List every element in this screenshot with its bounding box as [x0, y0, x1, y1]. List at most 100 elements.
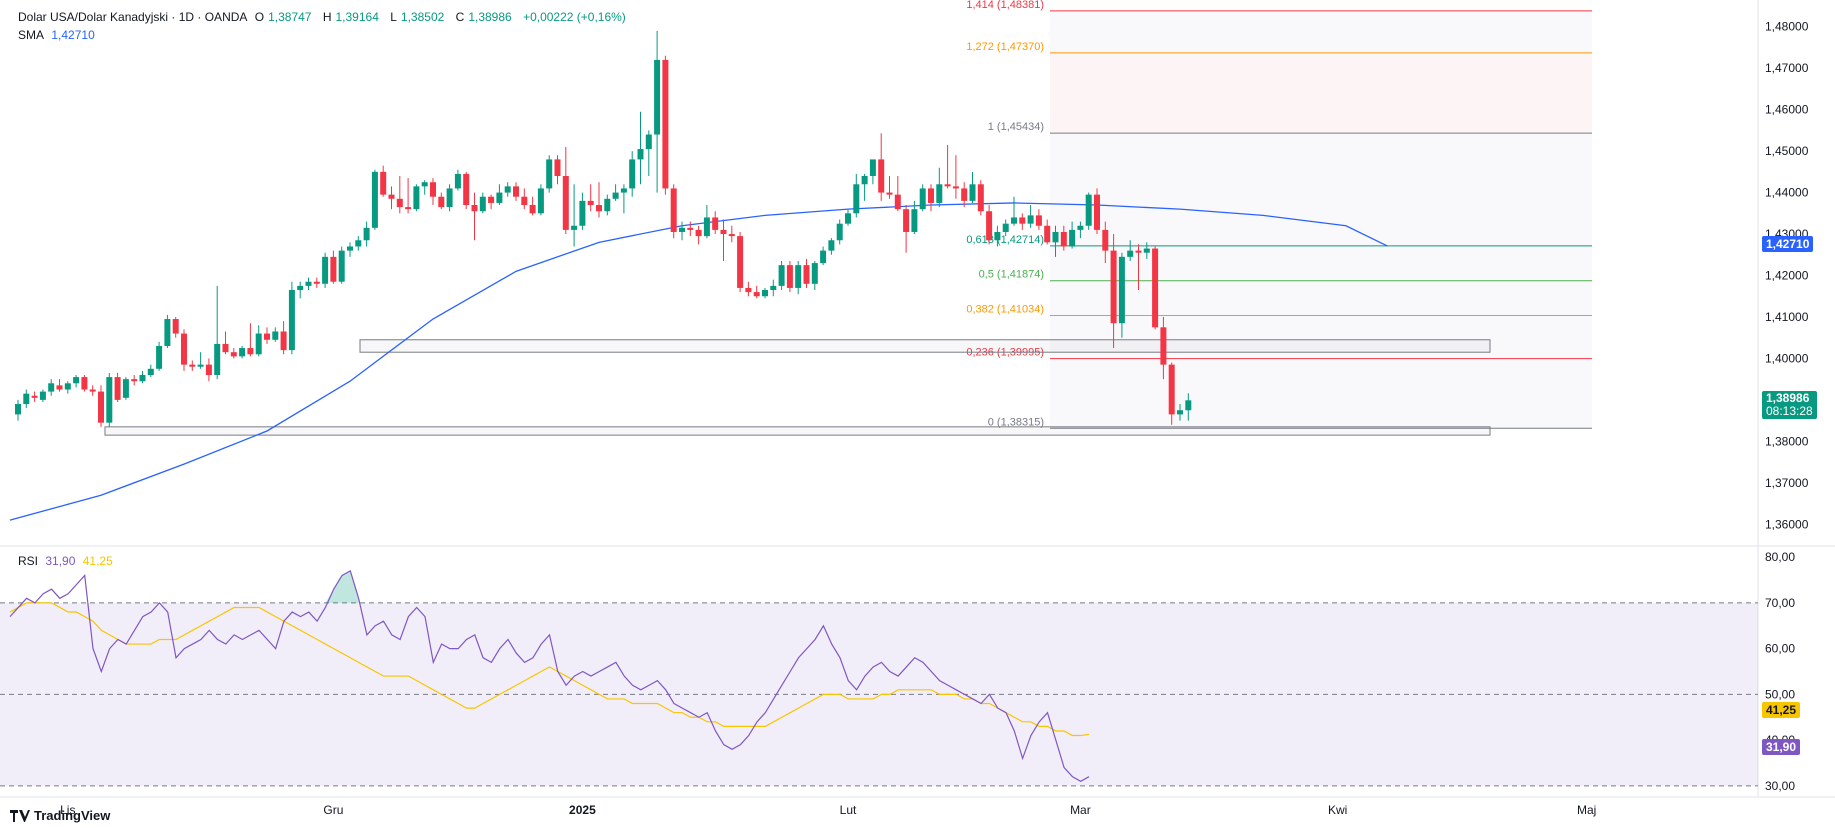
candle	[147, 364, 154, 378]
candle	[272, 327, 279, 342]
candle-body	[355, 240, 362, 247]
candle-body	[139, 375, 146, 382]
candle	[903, 205, 910, 253]
candle	[587, 184, 594, 212]
support-zones[interactable]	[104, 339, 1491, 436]
candle-body	[1168, 364, 1175, 415]
candle-body	[31, 395, 38, 398]
candle-body	[89, 389, 96, 392]
rsi-band-fill	[0, 602, 1758, 786]
candle-body	[811, 263, 818, 284]
rsi-overbought-fill	[308, 570, 359, 603]
candle-body	[363, 227, 370, 241]
close-label: C	[455, 10, 465, 24]
candle	[1011, 196, 1017, 226]
candle	[604, 194, 611, 216]
candle	[48, 379, 55, 396]
candle	[1060, 225, 1067, 251]
fibonacci-retracement[interactable]: 0 (1,38315)0,236 (1,39995)0,382 (1,41034…	[966, 0, 1592, 429]
fib-level-label: 1,272 (1,47370)	[966, 41, 1044, 53]
candle-body	[288, 290, 295, 351]
candle-body	[222, 343, 229, 353]
price-tick-label: 1,47000	[1765, 61, 1809, 75]
candle	[131, 375, 138, 386]
candle	[944, 144, 951, 189]
time-axis[interactable]: Lis Gru 2025 Lut Mar Kwi Maj	[60, 803, 1596, 817]
candle-body	[1127, 250, 1134, 257]
candle-body	[712, 217, 719, 230]
candle	[853, 173, 860, 218]
candle	[380, 165, 387, 197]
candle-body	[380, 171, 387, 195]
rsi-ma-tag: 41,25	[1762, 702, 1801, 718]
candle-body	[753, 292, 760, 297]
time-tick-label: Kwi	[1328, 803, 1347, 817]
candle	[363, 221, 370, 247]
candle-body	[562, 175, 569, 230]
candle	[986, 205, 993, 245]
candle-body	[944, 184, 951, 187]
candle	[454, 169, 461, 191]
sma-label: SMA	[18, 28, 45, 42]
candle-body	[1177, 410, 1183, 415]
candle-body	[64, 383, 71, 390]
candle-body	[878, 159, 885, 193]
candle	[1102, 221, 1109, 264]
candle	[355, 236, 362, 251]
candle	[396, 175, 403, 214]
candle-body	[446, 188, 453, 208]
price-tick-label: 1,40000	[1765, 351, 1809, 365]
symbol-legend[interactable]: Dolar USA/Dolar Kanadyjski · 1D · OANDA …	[18, 10, 630, 24]
support-zone	[359, 339, 1491, 353]
candle-body	[1035, 215, 1042, 226]
candle-body	[612, 192, 619, 199]
candle	[878, 133, 885, 201]
candle-body	[720, 229, 727, 235]
candle	[463, 171, 470, 210]
candle	[1027, 205, 1034, 228]
candle-body	[371, 171, 378, 228]
rsi-line	[9, 569, 1090, 782]
rsi-tick-label: 80,00	[1765, 550, 1795, 564]
candle-body	[554, 159, 561, 176]
candle-body	[280, 331, 287, 351]
candle	[388, 186, 395, 210]
sma-value: 1,42710	[51, 28, 95, 42]
sma-legend[interactable]: SMA 1,42710	[18, 28, 99, 42]
candle	[438, 192, 445, 210]
tradingview-logo[interactable]: TradingView	[10, 808, 110, 823]
tradingview-icon	[10, 809, 30, 822]
candle-body	[396, 198, 403, 208]
candle-body	[928, 188, 934, 203]
candle-body	[778, 265, 785, 286]
candle-body	[106, 377, 113, 423]
candle	[139, 370, 146, 384]
candle-body	[454, 173, 461, 189]
candle	[1044, 219, 1051, 245]
candle-body	[986, 211, 993, 241]
rsi-ma-value: 41,25	[82, 554, 113, 568]
candle	[504, 182, 511, 197]
candle-body	[529, 205, 536, 214]
candle	[1185, 393, 1192, 421]
candle	[1085, 192, 1092, 230]
candle	[1127, 240, 1134, 261]
candle-body	[313, 281, 320, 284]
candle-body	[886, 192, 893, 195]
candle-body	[189, 364, 196, 367]
candle-body	[214, 343, 221, 376]
candle	[73, 375, 80, 388]
brand-name: TradingView	[34, 808, 111, 823]
candle-body	[952, 186, 959, 189]
candle-body	[845, 213, 851, 224]
candle	[654, 30, 661, 193]
price-axis[interactable]: 1,360001,370001,380001,390001,400001,410…	[1765, 20, 1809, 532]
candle-body	[1077, 225, 1084, 230]
candle-body	[23, 393, 30, 405]
rsi-legend[interactable]: RSI 31,90 41,25	[18, 554, 117, 568]
candle	[122, 377, 129, 400]
rsi-pane[interactable]	[0, 569, 1758, 787]
low-label: L	[390, 10, 397, 24]
